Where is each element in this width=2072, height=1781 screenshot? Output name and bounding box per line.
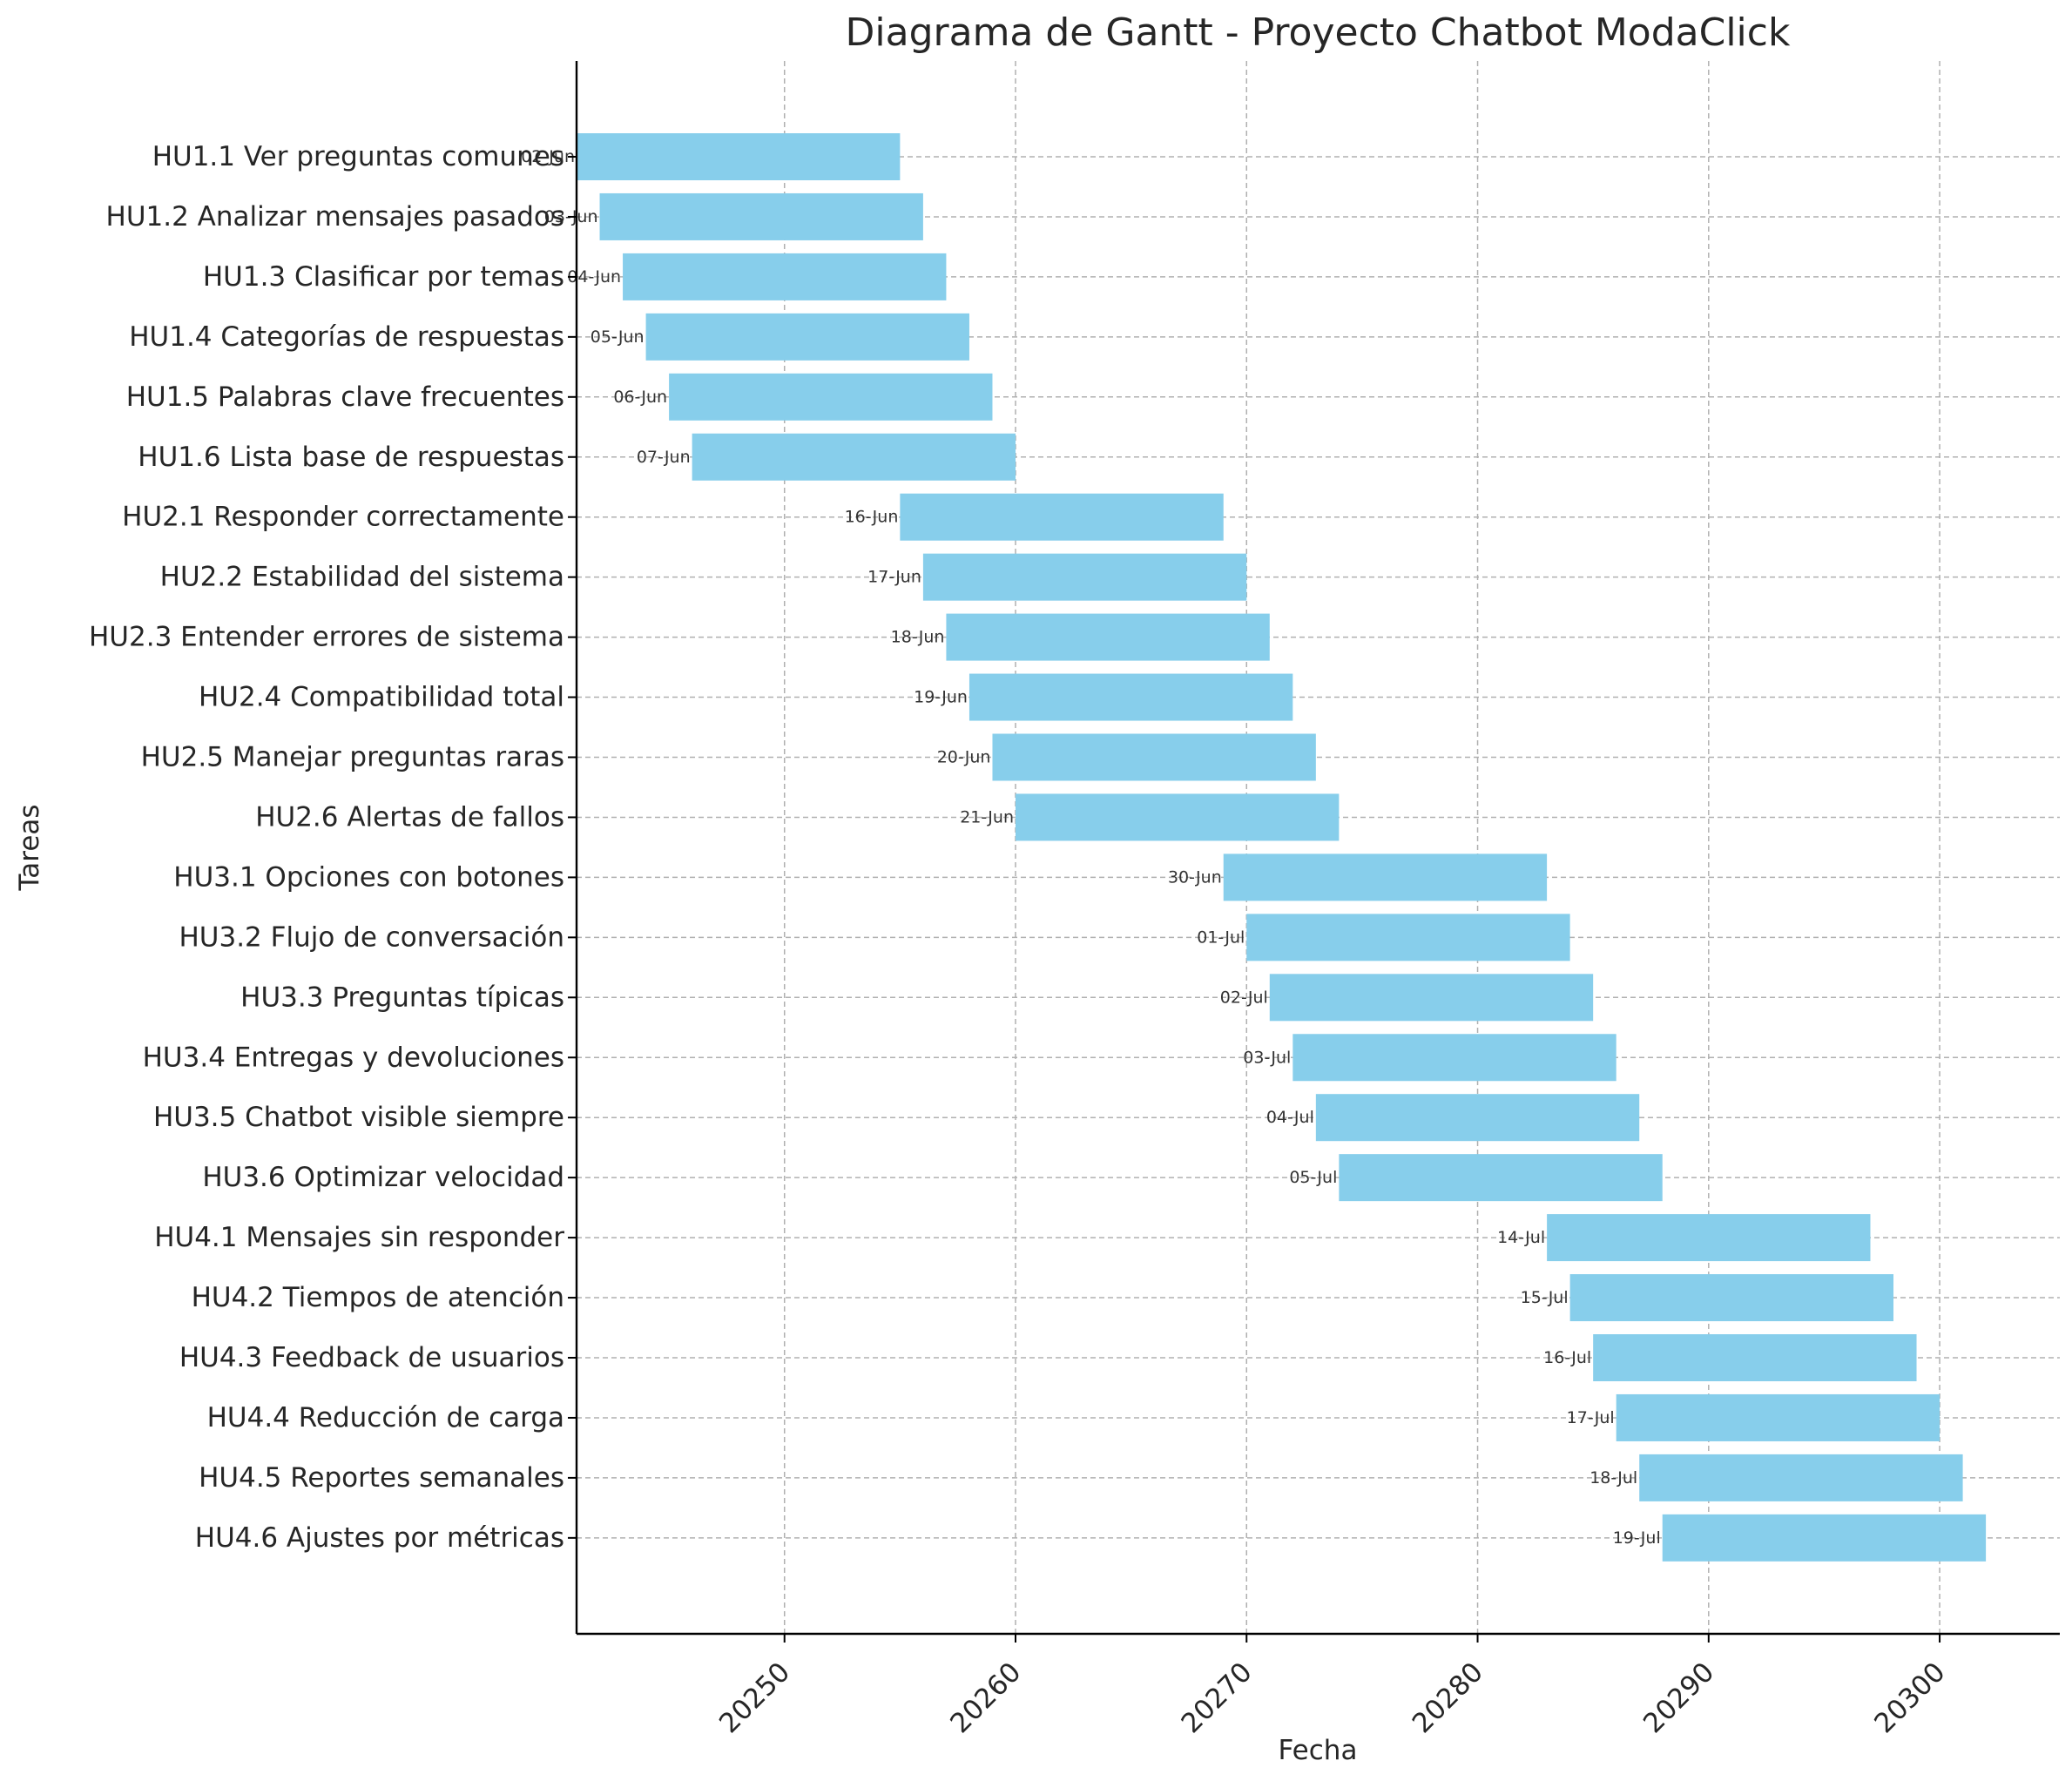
task-label: HU4.4 Reducción de carga <box>207 1402 564 1434</box>
x-tick-label: 20280 <box>1407 1656 1489 1739</box>
task-label: HU2.3 Entender errores de sistema <box>89 622 564 653</box>
task-label: HU4.1 Mensajes sin responder <box>154 1222 564 1253</box>
start-date-label: 18-Jun <box>891 628 945 647</box>
x-ticks-group: 20250 20260 20270 20280 20290 20300 <box>713 1634 1952 1739</box>
gantt-bar <box>946 613 1270 661</box>
chart-title: Diagrama de Gantt - Proyecto Chatbot Mod… <box>846 10 1791 55</box>
task-label: HU1.1 Ver preguntas comunes <box>152 141 564 172</box>
start-date-label: 02-Jul <box>1220 988 1268 1007</box>
start-date-label: 17-Jun <box>867 568 921 587</box>
x-tick-label: 20250 <box>713 1656 796 1739</box>
gantt-bar <box>1593 1334 1917 1381</box>
gantt-bar <box>1269 974 1594 1022</box>
start-date-label: 20-Jun <box>937 748 991 767</box>
gantt-bar <box>1339 1154 1663 1202</box>
task-label: HU3.3 Preguntas típicas <box>240 982 564 1013</box>
gantt-bar <box>645 313 969 361</box>
task-label: HU1.6 Lista base de respuestas <box>138 442 564 473</box>
data-labels-group: 02-Jun03-Jun04-Jun05-Jun06-Jun07-Jun16-J… <box>521 147 1661 1548</box>
gantt-bar <box>1547 1214 1871 1262</box>
start-date-label: 16-Jul <box>1543 1348 1591 1367</box>
y-axis-label: Tareas <box>14 804 45 891</box>
task-label: HU3.2 Flujo de conversación <box>179 921 564 953</box>
gantt-bar <box>969 673 1293 721</box>
gantt-bar <box>1315 1094 1640 1142</box>
gantt-bar <box>1016 793 1340 841</box>
task-label: HU3.6 Optimizar velocidad <box>202 1162 564 1193</box>
task-label: HU4.2 Tiempos de atención <box>192 1282 564 1313</box>
gantt-bar <box>1639 1454 1963 1501</box>
start-date-label: 14-Jul <box>1497 1228 1545 1247</box>
gantt-bar <box>623 253 947 300</box>
task-label: HU1.2 Analizar mensajes pasados <box>106 201 564 233</box>
gantt-bar <box>1246 914 1570 961</box>
task-label: HU3.5 Chatbot visible siempre <box>153 1102 564 1133</box>
task-label: HU2.2 Estabilidad del sistema <box>160 562 564 593</box>
x-tick-label: 20290 <box>1637 1656 1720 1739</box>
task-label: HU3.1 Opciones con botones <box>173 861 564 893</box>
task-label: HU1.3 Clasificar por temas <box>203 261 564 293</box>
gantt-bar <box>1292 1034 1616 1082</box>
start-date-label: 17-Jul <box>1567 1408 1615 1427</box>
gantt-bar <box>577 133 901 180</box>
bars-group <box>577 133 1987 1562</box>
gantt-bar <box>1616 1393 1940 1441</box>
start-date-label: 30-Jun <box>1168 867 1222 887</box>
gantt-bar <box>1223 853 1548 901</box>
start-date-label: 15-Jul <box>1521 1288 1569 1307</box>
x-tick-label: 20270 <box>1176 1656 1259 1739</box>
gantt-bar <box>669 373 993 421</box>
gantt-bar <box>922 553 1247 601</box>
start-date-label: 19-Jun <box>914 688 968 707</box>
start-date-label: 01-Jul <box>1197 928 1245 947</box>
start-date-label: 19-Jul <box>1613 1528 1661 1548</box>
start-date-label: 02-Jun <box>521 147 575 166</box>
gantt-bar <box>1662 1514 1987 1562</box>
x-axis-label: Fecha <box>1279 1735 1358 1766</box>
task-label: HU3.4 Entregas y devoluciones <box>143 1042 564 1073</box>
gantt-bar <box>692 433 1016 481</box>
start-date-label: 21-Jun <box>960 807 1014 826</box>
start-date-label: 05-Jul <box>1289 1168 1337 1187</box>
start-date-label: 03-Jul <box>1243 1048 1291 1067</box>
task-label: HU2.5 Manejar preguntas raras <box>141 742 564 773</box>
task-label: HU2.1 Responder correctamente <box>122 502 564 533</box>
start-date-label: 05-Jun <box>591 327 645 347</box>
start-date-label: 04-Jun <box>567 267 621 287</box>
axes-group <box>575 61 2060 1636</box>
task-label: HU2.4 Compatibilidad total <box>199 682 564 713</box>
task-label: HU1.5 Palabras clave frecuentes <box>126 381 564 413</box>
category-labels-group: HU1.1 Ver preguntas comunes HU1.2 Analiza… <box>89 141 577 1554</box>
start-date-label: 16-Jun <box>845 508 899 527</box>
start-date-label: 06-Jun <box>613 388 667 407</box>
task-label: HU4.3 Feedback de usuarios <box>179 1342 564 1373</box>
start-date-label: 18-Jul <box>1589 1468 1637 1488</box>
task-label: HU4.5 Reportes semanales <box>199 1462 564 1494</box>
x-tick-label: 20300 <box>1868 1656 1951 1739</box>
task-label: HU4.6 Ajustes por métricas <box>195 1522 564 1554</box>
gantt-bar <box>1569 1274 1894 1322</box>
gantt-bar <box>599 192 923 240</box>
gantt-bar <box>992 733 1316 781</box>
start-date-label: 07-Jun <box>637 448 691 467</box>
task-label: HU1.4 Categorías de respuestas <box>129 321 564 353</box>
gantt-bar <box>900 493 1224 541</box>
x-tick-label: 20260 <box>944 1656 1027 1739</box>
task-label: HU2.6 Alertas de fallos <box>255 801 564 833</box>
start-date-label: 04-Jul <box>1266 1108 1314 1127</box>
